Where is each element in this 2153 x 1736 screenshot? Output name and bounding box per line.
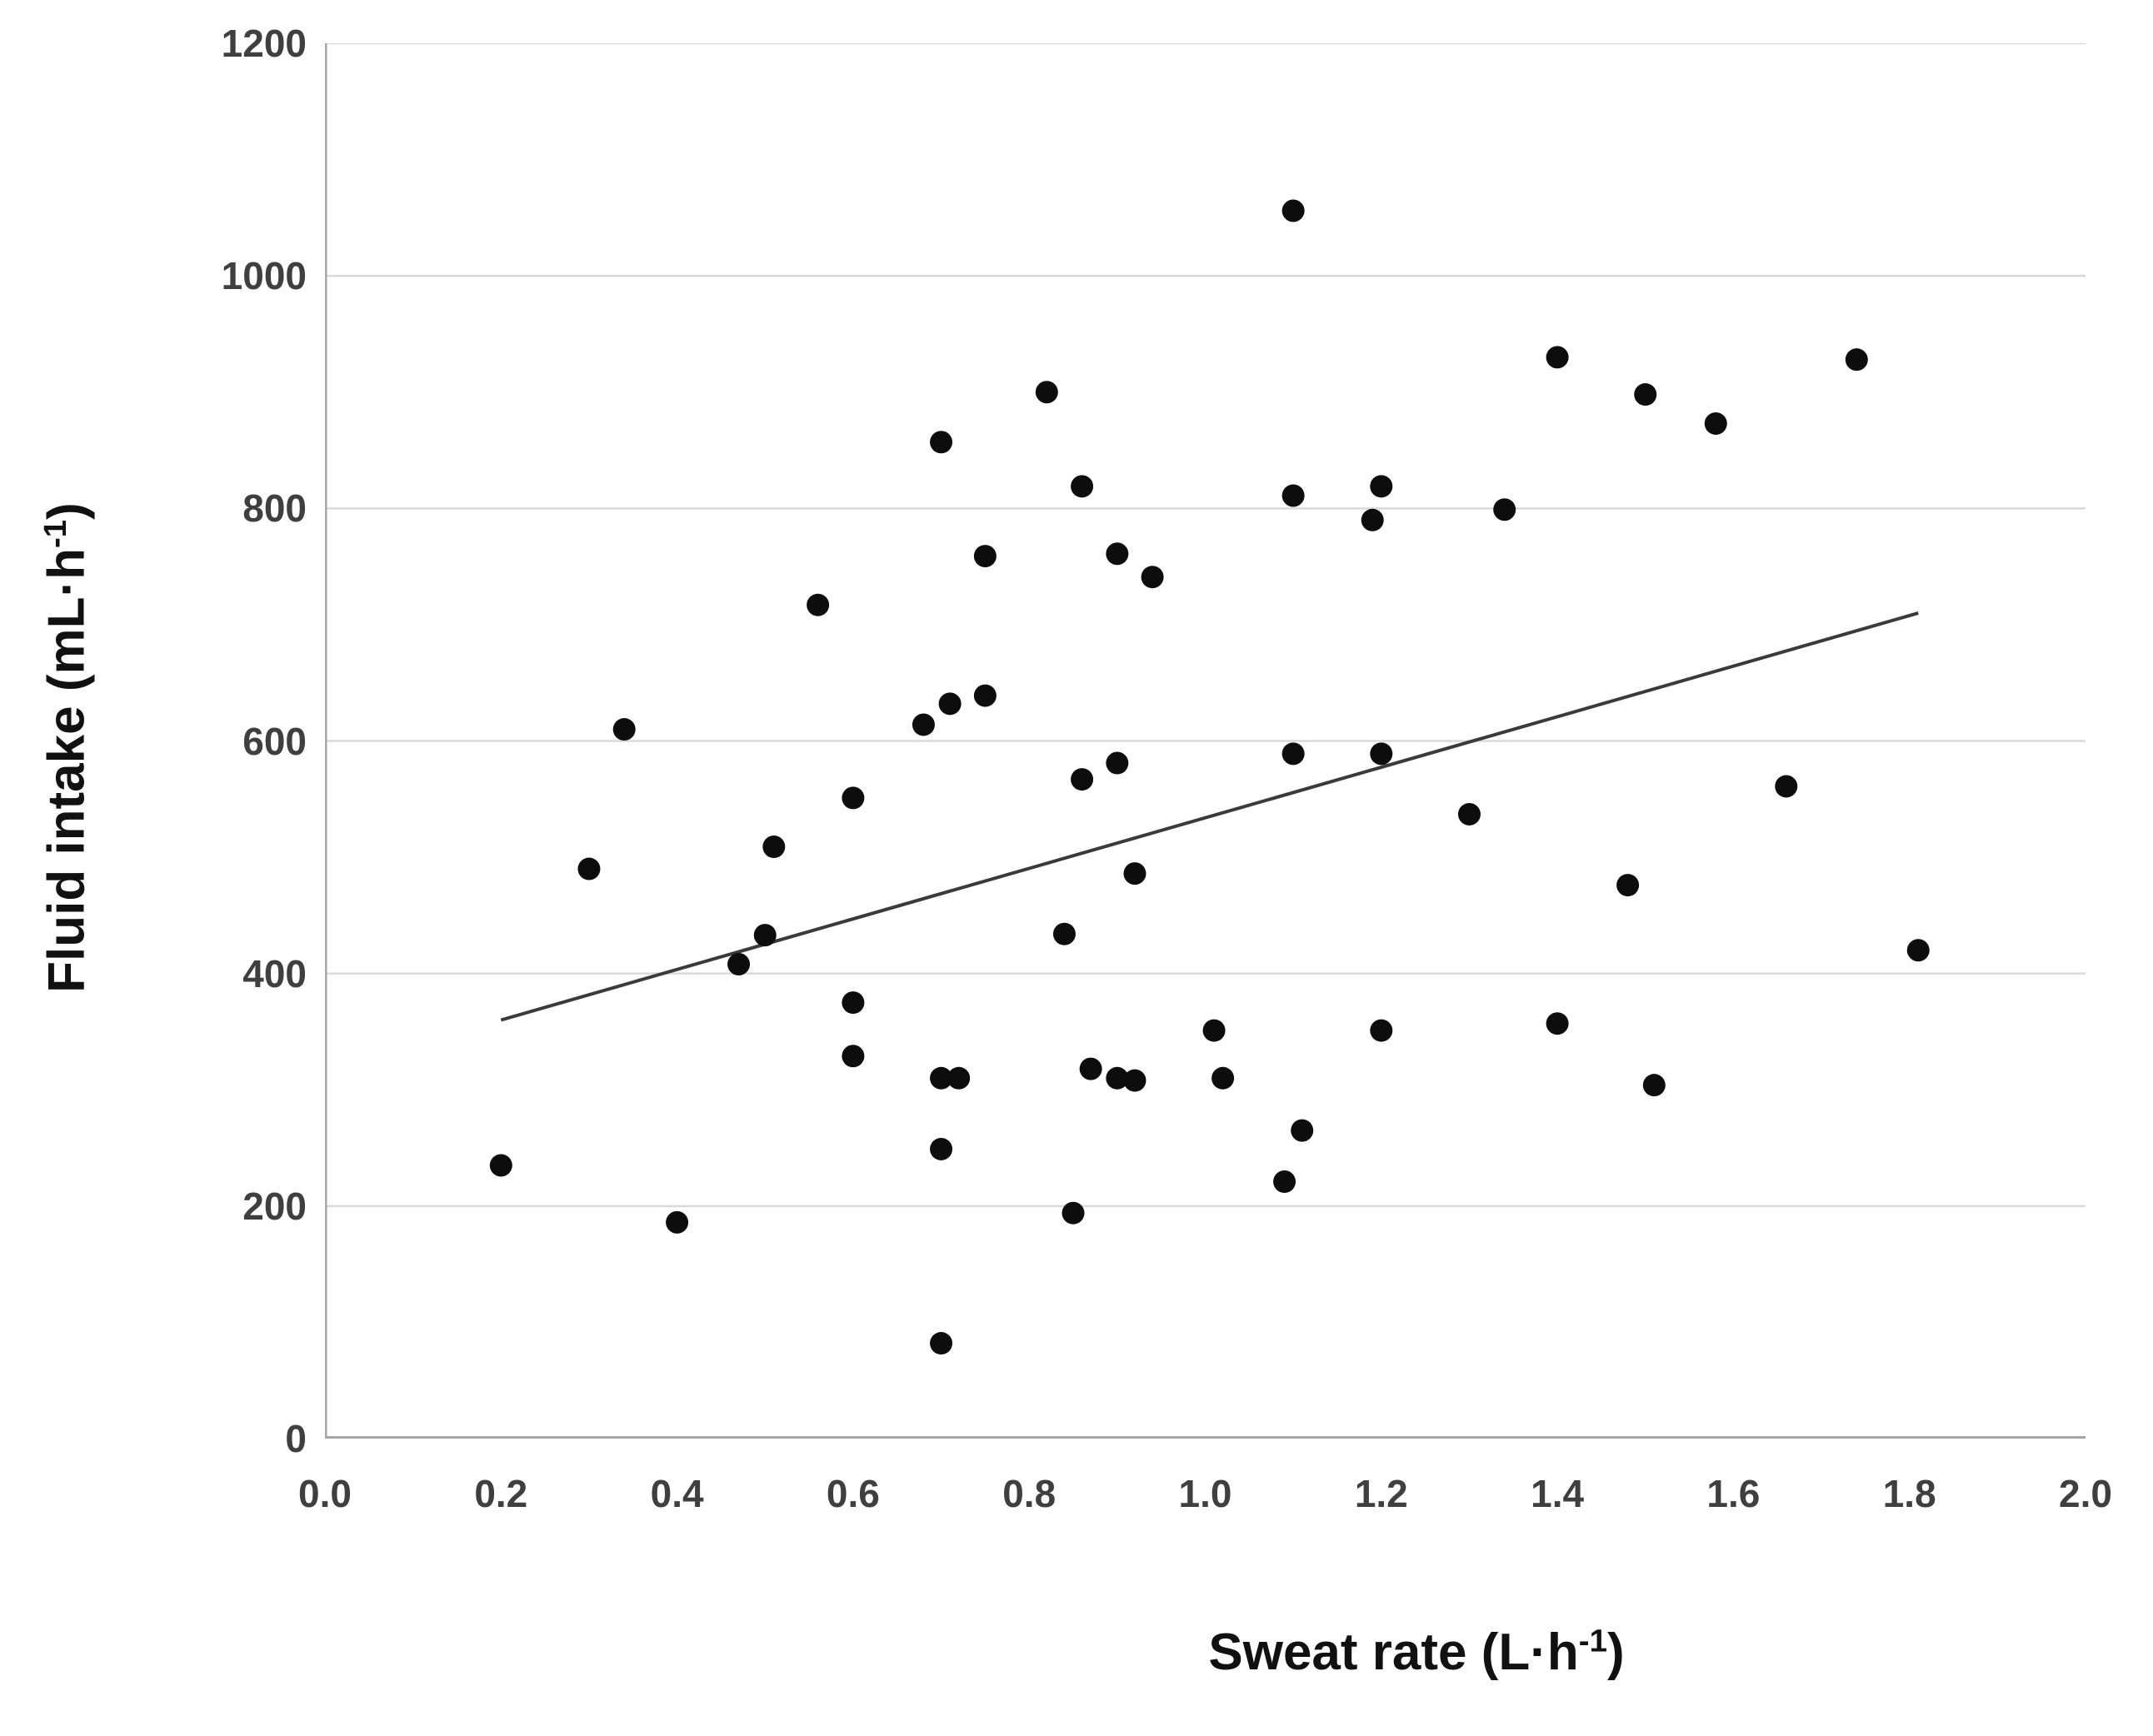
x-tick-label: 0.6 [826,1472,880,1515]
data-point [1370,742,1393,766]
x-axis-title-text: Sweat rate (L·h [1208,1624,1579,1681]
data-point [1123,1069,1146,1092]
data-point [947,1066,971,1090]
data-point [842,786,865,810]
y-axis-title-superscript: -1 [37,519,73,548]
data-point [938,692,962,716]
data-point [1079,1057,1102,1080]
data-point [930,1066,953,1090]
data-point [1035,381,1058,404]
data-point [1281,742,1305,766]
data-point [762,836,786,859]
x-axis-title: Sweat rate (L·h-1) [1042,1623,1791,1682]
y-tick-label: 800 [242,486,307,531]
data-point [1361,508,1384,531]
plot-area [325,43,2086,1439]
x-tick-label: 1.2 [1354,1472,1408,1515]
data-point [1906,939,1930,962]
data-point [1281,484,1305,507]
data-point [1634,383,1657,407]
x-tick-label: 0.4 [650,1472,704,1515]
data-point [1141,566,1164,589]
data-point [1106,542,1129,566]
data-point [1202,1019,1226,1042]
y-tick-label: 0 [285,1417,307,1460]
y-axis-title-suffix: ) [37,502,96,520]
data-point [1642,1074,1666,1097]
data-point [1704,412,1727,435]
data-point [1071,475,1094,498]
y-tick-label: 400 [242,951,307,995]
data-point [753,924,777,947]
x-axis-title-suffix: ) [1606,1624,1625,1681]
data-point [1493,498,1516,521]
data-point [842,1045,865,1068]
x-tick-label: 1.0 [1178,1472,1232,1515]
y-tick-label: 1000 [221,254,307,298]
y-tick-label: 600 [242,719,307,763]
data-point [489,1154,512,1177]
data-point [930,1332,953,1355]
trend-line [500,611,1919,1022]
data-point [1616,874,1640,897]
data-point [1106,1066,1129,1090]
x-tick-label: 0.8 [1002,1472,1057,1515]
data-point [612,718,636,741]
data-point [973,684,997,707]
data-point [842,991,865,1015]
y-tick-label: 200 [242,1184,307,1228]
y-tick-label: 1200 [221,22,307,65]
x-tick-label: 1.6 [1706,1472,1761,1515]
y-axis-title-text: Fluid intake (mL·h [37,547,96,993]
data-point [1123,862,1146,885]
x-tick-label: 0.2 [474,1472,528,1515]
data-point [1845,348,1868,372]
data-point [666,1210,689,1234]
data-point [727,953,751,975]
data-point [1775,775,1798,798]
x-tick-label: 1.4 [1531,1472,1585,1515]
x-tick-label: 2.0 [2059,1472,2112,1515]
data-point [1106,751,1129,775]
x-tick-label: 0.0 [298,1472,352,1515]
data-point [973,545,997,568]
data-point [1546,1012,1569,1035]
data-point [1546,346,1569,369]
data-point [912,713,935,736]
data-point [1370,1019,1393,1042]
data-point [1457,802,1481,826]
data-point [1062,1201,1085,1225]
data-point [1211,1066,1235,1090]
data-point [577,857,601,880]
data-point [1071,768,1094,791]
x-axis-title-superscript: -1 [1578,1623,1607,1659]
data-point [807,593,830,616]
data-point [1052,922,1076,945]
data-point [930,431,953,454]
y-axis-title: Fluid intake (mL·h-1) [37,373,97,1123]
data-point [1273,1170,1296,1194]
data-point [1291,1119,1314,1142]
data-point [1281,199,1305,222]
data-point [930,1137,953,1160]
x-tick-label: 1.8 [1882,1472,1936,1515]
data-point [1370,475,1393,498]
